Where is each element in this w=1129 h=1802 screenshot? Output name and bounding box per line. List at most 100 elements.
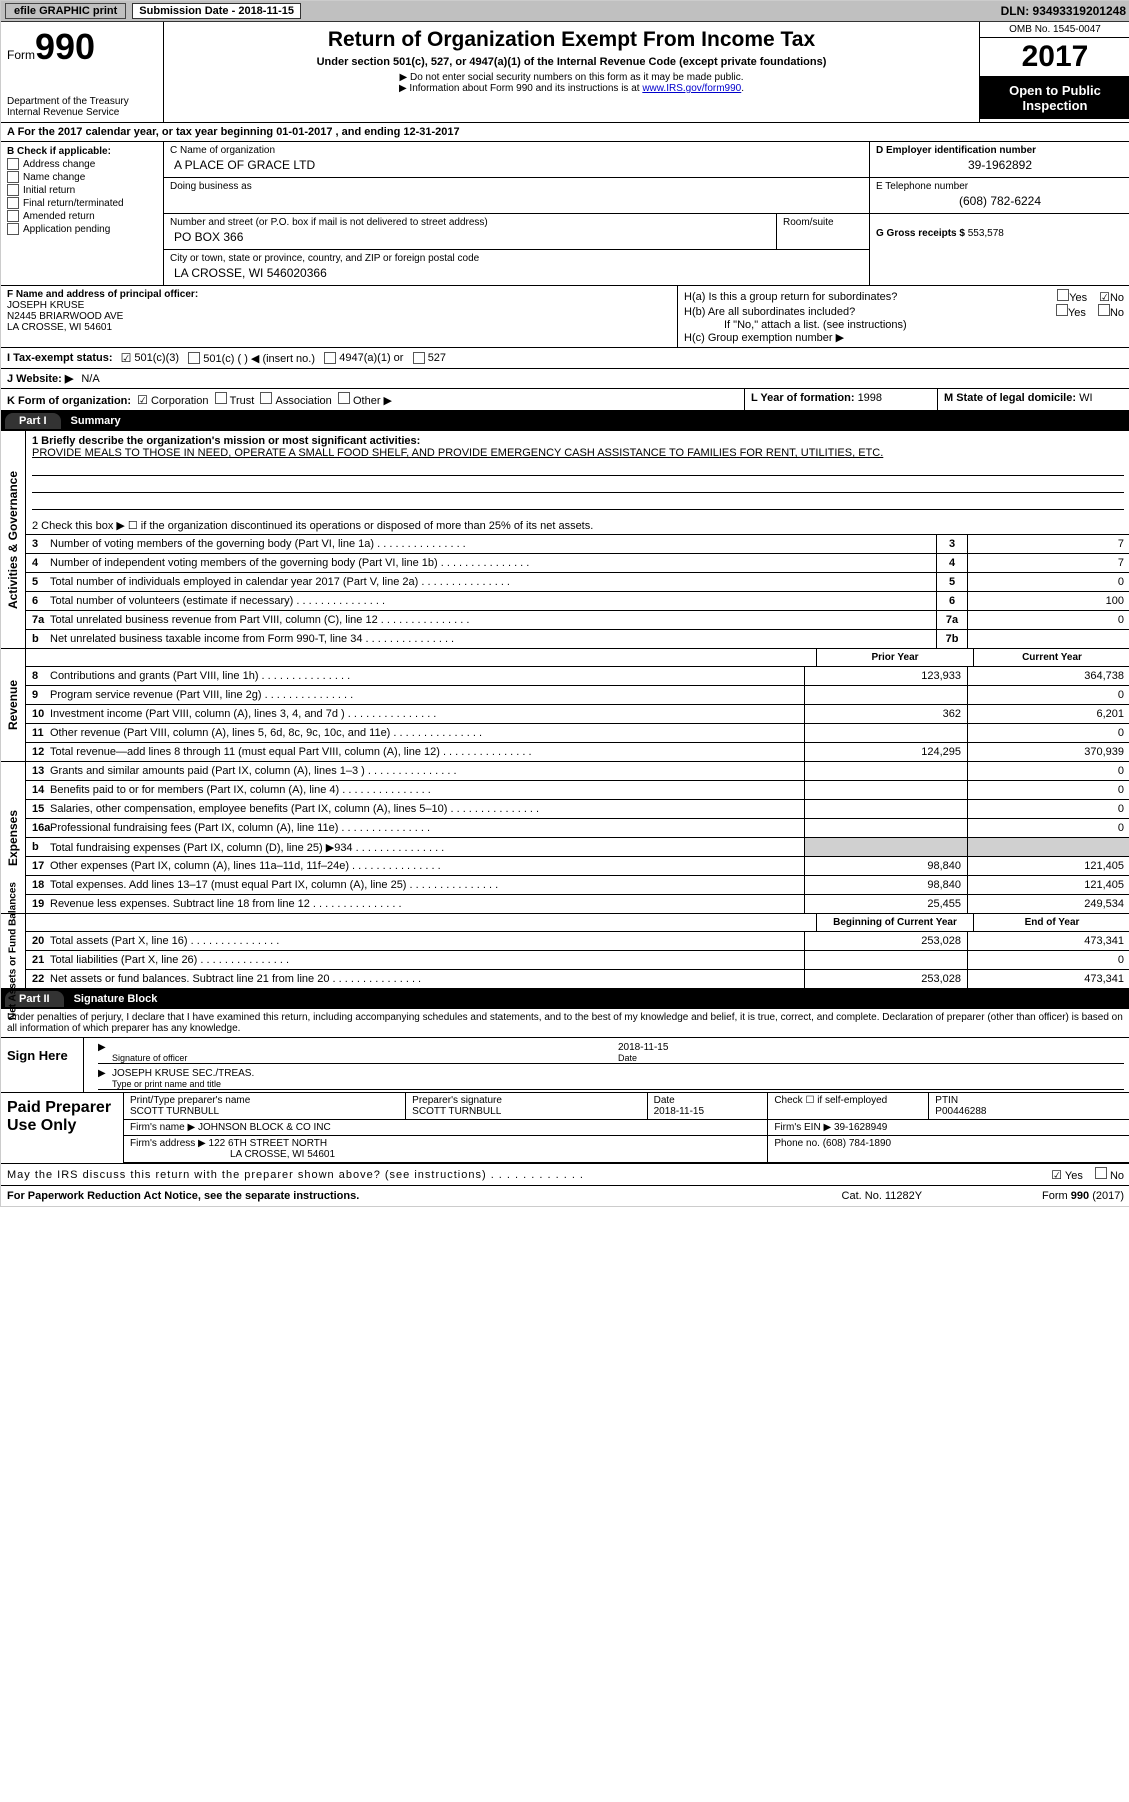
line-desc: 21 Total liabilities (Part X, line 26) .… xyxy=(26,951,805,969)
prep-row-1: Print/Type preparer's nameSCOTT TURNBULL… xyxy=(124,1093,1129,1120)
gov-body: 1 Briefly describe the organization's mi… xyxy=(26,431,1129,648)
i-opt-501c[interactable]: 501(c) ( ) ◀ (insert no.) xyxy=(203,352,315,365)
checkbox-icon xyxy=(7,210,19,222)
h-b-no[interactable]: No xyxy=(1098,304,1124,319)
dept-irs: Internal Revenue Service xyxy=(7,107,157,118)
preparer-row: Paid Preparer Use Only Print/Type prepar… xyxy=(1,1092,1129,1163)
officer-printed-name: JOSEPH KRUSE SEC./TREAS. xyxy=(112,1068,1124,1079)
line-desc: 5 Total number of individuals employed i… xyxy=(26,573,937,591)
i-opt-501c3[interactable]: 501(c)(3) xyxy=(134,352,179,364)
gov-line-b: b Net unrelated business taxable income … xyxy=(26,630,1129,648)
mission-block: 1 Briefly describe the organization's mi… xyxy=(26,431,1129,516)
firm-ein: 39-1628949 xyxy=(834,1122,887,1133)
header-middle: Return of Organization Exempt From Incom… xyxy=(164,22,979,122)
line-box: 7a xyxy=(937,611,968,629)
city-label: City or town, state or province, country… xyxy=(170,253,863,264)
i-opt-527[interactable]: 527 xyxy=(428,352,446,364)
prior-year-value xyxy=(805,800,968,818)
check-name-change[interactable]: Name change xyxy=(7,171,157,183)
check-initial-return[interactable]: Initial return xyxy=(7,184,157,196)
h-a-row: H(a) Is this a group return for subordin… xyxy=(684,289,1124,304)
current-year-value: 121,405 xyxy=(968,857,1129,875)
current-year-value: 6,201 xyxy=(968,705,1129,723)
ein-cell: D Employer identification number 39-1962… xyxy=(870,142,1129,178)
gov-header: Activities & Governance xyxy=(6,470,20,608)
check-final-return[interactable]: Final return/terminated xyxy=(7,197,157,209)
activities-governance: Activities & Governance 1 Briefly descri… xyxy=(1,431,1129,649)
discuss-yes[interactable]: ☑ Yes xyxy=(1051,1168,1083,1182)
h-b-note: If "No," attach a list. (see instruction… xyxy=(684,319,1124,331)
instructions-text: ▶ Information about Form 990 and its ins… xyxy=(399,83,642,94)
k-other[interactable]: Other ▶ xyxy=(353,395,392,407)
line-22: 22 Net assets or fund balances. Subtract… xyxy=(26,970,1129,988)
k-assoc[interactable]: Association xyxy=(276,395,332,407)
form-title: Return of Organization Exempt From Incom… xyxy=(172,28,971,52)
h-b-yesno: Yes No xyxy=(1056,304,1124,319)
prep-check-cell[interactable]: Check ☐ if self-employed xyxy=(768,1093,929,1120)
omb-number: OMB No. 1545-0047 xyxy=(980,22,1129,38)
line-desc: 6 Total number of volunteers (estimate i… xyxy=(26,592,937,610)
prior-year-value xyxy=(805,819,968,837)
officer-sig-field[interactable]: ▶ Signature of officer 2018-11-15 Date xyxy=(98,1040,1124,1064)
rev-thead: Prior Year Current Year xyxy=(26,649,1129,667)
yes-label: Yes xyxy=(1065,1170,1083,1182)
tel-value: (608) 782-6224 xyxy=(876,192,1124,210)
h-a-no[interactable]: ☑No xyxy=(1099,290,1124,304)
part-2-bar: Part II Signature Block xyxy=(1,989,1129,1009)
h-a-yes[interactable]: Yes xyxy=(1057,289,1087,304)
discuss-no[interactable]: No xyxy=(1095,1167,1124,1182)
check-amended[interactable]: Amended return xyxy=(7,210,157,222)
gov-line-7a: 7a Total unrelated business revenue from… xyxy=(26,611,1129,630)
street-cell: Number and street (or P.O. box if mail i… xyxy=(164,214,777,249)
firm-addr-cell: Firm's address ▶ 122 6TH STREET NORTH LA… xyxy=(124,1136,768,1163)
current-year-header: Current Year xyxy=(974,649,1129,666)
check-application-pending[interactable]: Application pending xyxy=(7,223,157,235)
sig-date: 2018-11-15 Date xyxy=(618,1042,1124,1063)
line-box: 5 xyxy=(937,573,968,591)
line-desc: 15 Salaries, other compensation, employe… xyxy=(26,800,805,818)
k-trust[interactable]: Trust xyxy=(230,395,255,407)
line-desc: 17 Other expenses (Part IX, column (A), … xyxy=(26,857,805,875)
current-year-value: 0 xyxy=(968,724,1129,742)
line-20: 20 Total assets (Part X, line 16) . . . … xyxy=(26,932,1129,951)
opt-pending: Application pending xyxy=(23,224,110,235)
arrow-icon: ▶ xyxy=(98,1068,112,1089)
prep-name: SCOTT TURNBULL xyxy=(130,1106,399,1117)
line-desc: 14 Benefits paid to or for members (Part… xyxy=(26,781,805,799)
line-15: 15 Salaries, other compensation, employe… xyxy=(26,800,1129,819)
prior-year-header: Prior Year xyxy=(817,649,974,666)
i-opt-4947[interactable]: 4947(a)(1) or xyxy=(339,352,403,364)
row-klm: K Form of organization: ☑ Corporation Tr… xyxy=(1,389,1129,411)
room-label: Room/suite xyxy=(783,217,863,228)
prep-row-2: Firm's name ▶ JOHNSON BLOCK & CO INC Fir… xyxy=(124,1120,1129,1136)
section-c: C Name of organization A PLACE OF GRACE … xyxy=(164,142,869,285)
current-year-value: 0 xyxy=(968,762,1129,780)
line-11: 11 Other revenue (Part VIII, column (A),… xyxy=(26,724,1129,743)
gov-line-6: 6 Total number of volunteers (estimate i… xyxy=(26,592,1129,611)
checkbox-icon xyxy=(7,171,19,183)
h-b-yes[interactable]: Yes xyxy=(1056,304,1086,319)
instructions-link[interactable]: www.IRS.gov/form990 xyxy=(642,83,741,94)
block-bcd: B Check if applicable: Address change Na… xyxy=(1,142,1129,286)
efile-print-button[interactable]: efile GRAPHIC print xyxy=(5,3,126,19)
prior-year-value: 123,933 xyxy=(805,667,968,685)
j-label: J Website: ▶ xyxy=(7,372,73,385)
prior-year-value: 98,840 xyxy=(805,857,968,875)
opt-initial: Initial return xyxy=(23,185,75,196)
footer-left: For Paperwork Reduction Act Notice, see … xyxy=(7,1190,842,1202)
line-17: 17 Other expenses (Part IX, column (A), … xyxy=(26,857,1129,876)
side-label-na: Net Assets or Fund Balances xyxy=(1,914,26,988)
sig-date-value: 2018-11-15 xyxy=(618,1042,1124,1053)
page-footer: For Paperwork Reduction Act Notice, see … xyxy=(1,1186,1129,1206)
line-12: 12 Total revenue—add lines 8 through 11 … xyxy=(26,743,1129,761)
opt-name: Name change xyxy=(23,172,85,183)
line-14: 14 Benefits paid to or for members (Part… xyxy=(26,781,1129,800)
checkbox-icon xyxy=(7,223,19,235)
check-address-change[interactable]: Address change xyxy=(7,158,157,170)
blank-line xyxy=(32,478,1124,493)
k-corp[interactable]: Corporation xyxy=(151,395,208,407)
form-990-page: efile GRAPHIC print Submission Date - 20… xyxy=(0,0,1129,1207)
prior-year-value: 124,295 xyxy=(805,743,968,761)
prep-row-3: Firm's address ▶ 122 6TH STREET NORTH LA… xyxy=(124,1136,1129,1163)
form-subtitle-1: Under section 501(c), 527, or 4947(a)(1)… xyxy=(172,56,971,68)
